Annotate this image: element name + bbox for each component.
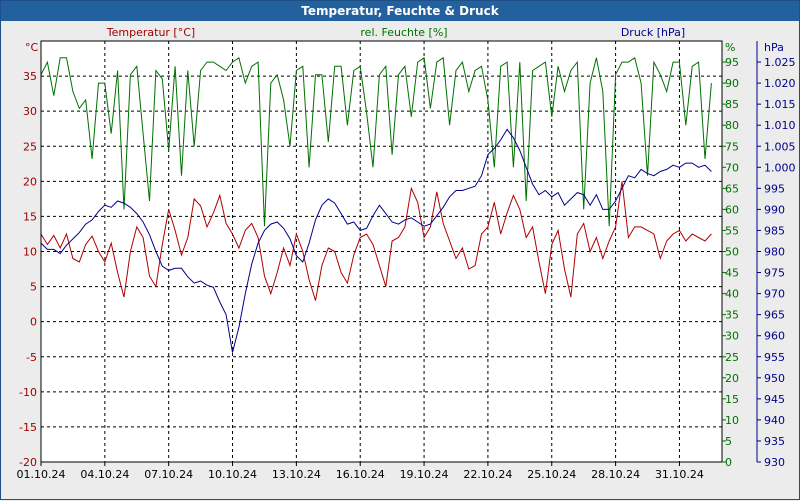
humidity-tick-label: 25 [725,351,739,364]
series-line-humidity [40,56,712,227]
x-tick-label: 01.10.24 [17,468,66,481]
temp-tick-label: 5 [30,281,37,294]
pressure-tick-label: 995 [764,182,785,195]
pressure-tick-label: 1.005 [764,140,796,153]
pressure-tick-label: 1.020 [764,77,796,90]
pressure-tick-label: 950 [764,372,785,385]
pressure-unit-label: hPa [764,41,784,54]
pressure-tick-label: 1.010 [764,119,796,132]
pressure-tick-label: 935 [764,435,785,448]
pressure-tick-label: 980 [764,246,785,259]
temp-tick-label: 35 [23,70,37,83]
pressure-tick-label: 975 [764,267,785,280]
humidity-tick-label: 50 [725,246,739,259]
humidity-tick-label: 90 [725,77,739,90]
series-layer [40,56,712,353]
pressure-legend: Druck [hPa] [621,26,685,39]
x-tick-label: 10.10.24 [208,468,257,481]
temp-tick-label: -15 [19,421,37,434]
temp-tick-label: 20 [23,175,37,188]
x-tick-label: 04.10.24 [80,468,129,481]
pressure-tick-label: 960 [764,330,785,343]
x-tick-label: 31.10.24 [655,468,704,481]
humidity-legend: rel. Feuchte [%] [360,26,447,39]
temp-tick-label: -5 [26,351,37,364]
humidity-unit-label: % [725,41,735,54]
pressure-tick-label: 1.000 [764,161,796,174]
temp-tick-label: 10 [23,246,37,259]
temperature-legend: Temperatur [°C] [106,26,195,39]
axes-layer [40,40,761,466]
humidity-tick-label: 85 [725,98,739,111]
pressure-tick-label: 965 [764,309,785,322]
pressure-tick-label: 940 [764,414,785,427]
pressure-tick-label: 945 [764,393,785,406]
humidity-tick-label: 35 [725,309,739,322]
temp-tick-label: 25 [23,140,37,153]
humidity-tick-label: 65 [725,182,739,195]
x-tick-label: 22.10.24 [463,468,512,481]
x-tick-label: 19.10.24 [400,468,449,481]
temp-tick-label: -10 [19,386,37,399]
humidity-tick-label: 70 [725,161,739,174]
series-line-temperature [40,181,712,301]
humidity-tick-label: 5 [725,435,732,448]
labels-layer: 01.10.24 04.10.24 07.10.24 10.10.24 13.10.24… [17,26,796,481]
pressure-tick-label: 970 [764,288,785,301]
pressure-tick-label: 990 [764,203,785,216]
humidity-tick-label: 45 [725,267,739,280]
pressure-tick-label: 930 [764,456,785,469]
pressure-tick-label: 1.015 [764,98,796,111]
humidity-tick-label: 10 [725,414,739,427]
x-tick-label: 28.10.24 [591,468,640,481]
humidity-tick-label: 55 [725,224,739,237]
x-tick-label: 16.10.24 [336,468,385,481]
pressure-tick-label: 1.025 [764,56,796,69]
x-tick-label: 25.10.24 [527,468,576,481]
humidity-tick-label: 80 [725,119,739,132]
plot-area [41,41,722,462]
temp-tick-label: 15 [23,210,37,223]
temp-tick-label: 0 [30,316,37,329]
temp-tick-label: -20 [19,456,37,469]
humidity-tick-label: 0 [725,456,732,469]
x-tick-label: 07.10.24 [144,468,193,481]
temp-tick-label: 30 [23,105,37,118]
humidity-tick-label: 30 [725,330,739,343]
x-tick-label: 13.10.24 [272,468,321,481]
humidity-tick-label: 75 [725,140,739,153]
humidity-tick-label: 20 [725,372,739,385]
chart-title: Temperatur, Feuchte & Druck [1,1,799,21]
series-line-pressure [40,128,712,353]
grid [41,41,722,462]
humidity-tick-label: 40 [725,288,739,301]
humidity-tick-label: 15 [725,393,739,406]
pressure-tick-label: 985 [764,224,785,237]
pressure-tick-label: 955 [764,351,785,364]
temp-unit-label: °C [25,41,39,54]
humidity-tick-label: 95 [725,56,739,69]
humidity-tick-label: 60 [725,203,739,216]
